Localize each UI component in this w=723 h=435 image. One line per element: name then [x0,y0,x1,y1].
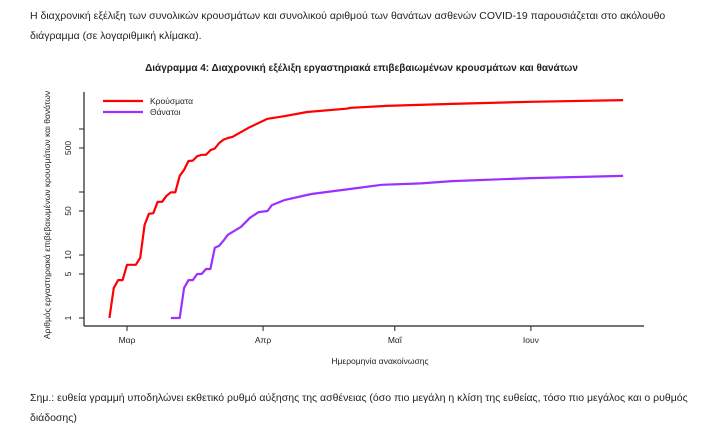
note-paragraph: Σημ.: ευθεία γραμμή υποδηλώνει εκθετικό … [30,392,688,424]
x-axis-label: Ημερομηνία ανακοίνωσης [331,356,429,366]
x-tick-label: Απρ [254,335,272,345]
x-tick-label: Ιουν [522,335,539,345]
x-tick-label: Μαΐ [387,335,402,345]
x-tick-label: Μαρ [118,335,136,345]
legend-label-cases: Κρούσματα [150,96,194,106]
chart-title: Διάγραμμα 4: Διαχρονική εξέλιξη εργαστηρ… [145,63,578,74]
legend-label-deaths: Θάνατοι [150,107,181,117]
series-line-cases [108,99,624,319]
series-line-deaths [170,174,624,320]
intro-paragraph: Η διαχρονική εξέλιξη των συνολικών κρουσ… [30,10,666,42]
